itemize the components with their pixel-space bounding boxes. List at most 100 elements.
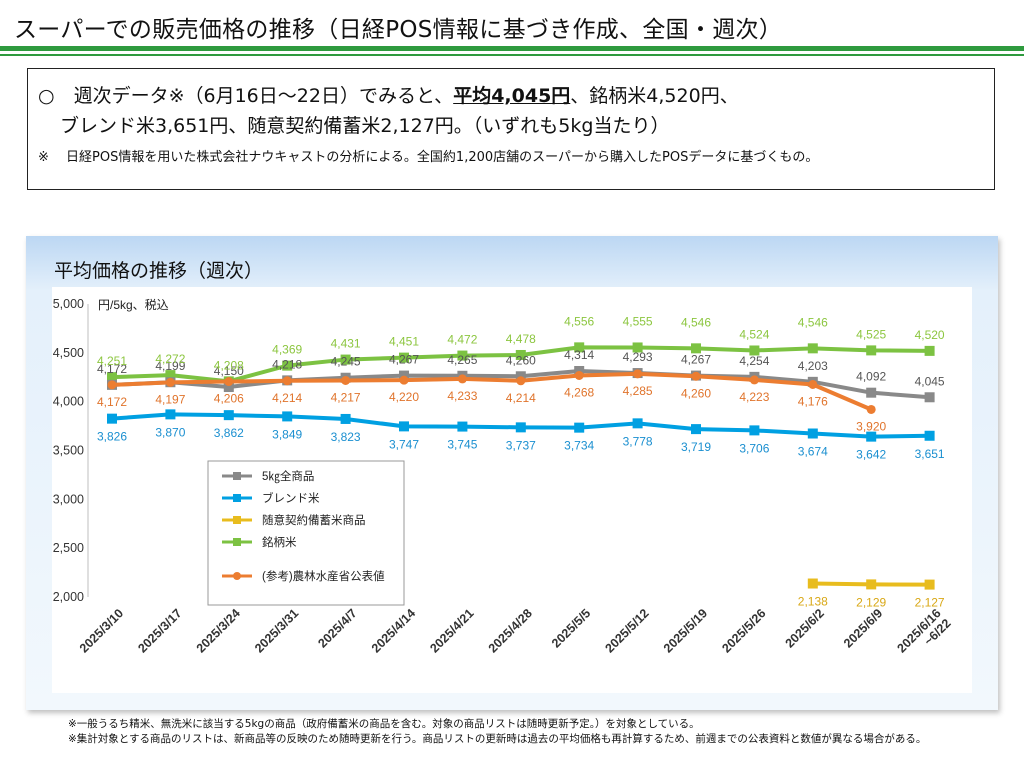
data-label-brand-rice: 4,451 [389, 335, 419, 349]
data-label-brand-rice: 4,555 [623, 314, 653, 328]
x-tick-label: 2025/5/5 [549, 606, 593, 650]
data-label-maff-reference: 4,285 [623, 384, 653, 398]
data-label-blend-rice: 3,870 [155, 425, 185, 439]
data-label-maff-reference: 4,206 [214, 392, 244, 406]
data-point-blend-rice [282, 411, 293, 422]
data-label-brand-rice: 4,369 [272, 343, 302, 357]
x-tick-label: 2025/3/10 [77, 606, 126, 655]
x-tick-label: 2025/5/26 [719, 606, 768, 655]
legend-box [207, 460, 405, 606]
data-point-brand-rice [574, 342, 585, 353]
x-tick-label: 2025/3/31 [252, 606, 301, 655]
data-point-maff-reference [574, 370, 584, 380]
data-point-maff-reference [282, 376, 292, 386]
data-label-blend-rice: 3,826 [97, 430, 127, 444]
data-point-brand-rice [632, 342, 643, 353]
data-label-all-products: 4,254 [739, 354, 769, 368]
data-point-brand-rice [691, 343, 701, 354]
data-label-blend-rice: 3,737 [506, 438, 536, 452]
data-label-brand-rice: 4,478 [506, 332, 536, 346]
data-point-maff-reference [691, 371, 701, 381]
data-label-maff-reference: 4,223 [739, 390, 769, 404]
y-tick-label: 3,000 [53, 492, 84, 506]
data-point-blend-rice [866, 431, 877, 442]
y-unit-label: 円/5kg、税込 [98, 298, 169, 312]
data-point-stockpile-rice [866, 579, 877, 590]
data-label-all-products: 4,314 [564, 348, 594, 362]
data-point-stockpile-rice [924, 579, 935, 590]
footnote-2: ※集計対象とする商品のリストは、新商品等の反映のため随時更新を行う。商品リストの… [68, 733, 927, 745]
data-label-brand-rice: 4,472 [447, 333, 477, 347]
data-point-brand-rice [807, 343, 818, 354]
data-point-blend-rice [399, 421, 409, 432]
data-label-blend-rice: 3,734 [564, 439, 594, 453]
data-point-brand-rice [924, 345, 935, 356]
y-tick-label: 4,500 [53, 346, 84, 360]
data-point-brand-rice [749, 345, 760, 356]
data-point-brand-rice [340, 354, 351, 365]
footnotes: ※一般うるち精米、無洗米に該当する5kgの商品（政府備蓄米の商品を含む。対象の商… [68, 717, 926, 747]
x-tick-label: 2025/6/16~6/22 [895, 606, 954, 665]
page-title: スーパーでの販売価格の推移（日経POS情報に基づき作成、全国・週次） [14, 17, 783, 43]
data-point-maff-reference [633, 369, 643, 379]
data-label-brand-rice: 4,546 [798, 315, 828, 329]
data-label-maff-reference: 3,920 [856, 419, 886, 433]
data-point-blend-rice [515, 422, 526, 433]
data-label-maff-reference: 4,220 [389, 390, 419, 404]
x-tick-label: 2025/4/28 [486, 606, 535, 655]
data-label-brand-rice: 4,546 [681, 315, 711, 329]
data-point-maff-reference [165, 377, 175, 387]
data-label-all-products: 4,245 [331, 355, 361, 369]
data-point-blend-rice [574, 422, 585, 433]
data-label-maff-reference: 4,197 [155, 392, 185, 406]
footnote-1: ※一般うるち精米、無洗米に該当する5kgの商品（政府備蓄米の商品を含む。対象の商… [68, 718, 700, 730]
data-point-all-products [866, 387, 877, 398]
data-point-maff-reference [516, 376, 526, 386]
x-tick-label: 2025/6/2 [783, 606, 827, 650]
summary-box: ○ 週次データ※（6月16日～22日）でみると、平均4,045円、銘柄米4,52… [27, 68, 995, 190]
y-tick-label: 2,000 [53, 590, 84, 604]
data-label-blend-rice: 3,778 [623, 434, 653, 448]
data-label-blend-rice: 3,823 [331, 430, 361, 444]
data-point-blend-rice [691, 424, 701, 435]
data-point-blend-rice [223, 410, 234, 421]
data-label-stockpile-rice: 2,138 [798, 595, 828, 609]
summary-line-1-pre: ○ 週次データ※（6月16日～22日）でみると、 [38, 85, 454, 107]
data-label-blend-rice: 3,674 [798, 445, 828, 459]
data-point-blend-rice [457, 421, 468, 432]
data-label-blend-rice: 3,719 [681, 440, 711, 454]
title-rule-thin [0, 54, 1024, 56]
data-label-brand-rice: 4,556 [564, 314, 594, 328]
data-point-maff-reference [866, 404, 876, 414]
data-point-brand-rice [107, 372, 117, 383]
data-label-maff-reference: 4,176 [798, 394, 828, 408]
data-label-all-products: 4,172 [97, 362, 127, 376]
data-label-blend-rice: 3,642 [856, 448, 886, 462]
x-tick-label: 2025/3/17 [135, 606, 184, 655]
data-point-blend-rice [749, 425, 760, 436]
y-tick-label: 4,000 [53, 395, 84, 409]
data-label-brand-rice: 4,272 [155, 352, 185, 366]
summary-note: ※ 日経POS情報を用いた株式会社ナウキャストの分析による。全国約1,200店舗の… [38, 149, 986, 167]
note-text: 日経POS情報を用いた株式会社ナウキャストの分析による。全国約1,200店舗のス… [66, 150, 819, 165]
data-point-maff-reference [107, 380, 117, 390]
legend-marker-maff-reference [233, 572, 241, 580]
legend-marker-blend-rice [233, 494, 241, 502]
data-label-brand-rice: 4,520 [915, 328, 945, 342]
data-point-blend-rice [165, 409, 176, 420]
data-label-all-products: 4,267 [681, 353, 711, 367]
legend-label-all-products: 5㎏全商品 [262, 469, 314, 483]
data-point-brand-rice [866, 345, 877, 356]
data-label-blend-rice: 3,706 [739, 441, 769, 455]
x-tick-label: 2025/6/9 [841, 606, 885, 650]
summary-line-1-post: 、銘柄米4,520円、 [570, 85, 739, 107]
data-label-brand-rice: 4,208 [214, 358, 244, 372]
data-point-brand-rice [282, 360, 293, 371]
data-point-blend-rice [924, 430, 935, 441]
data-label-all-products: 4,293 [623, 350, 653, 364]
data-label-all-products: 4,045 [915, 374, 945, 388]
data-point-brand-rice [165, 370, 176, 381]
legend-label-blend-rice: ブレンド米 [262, 491, 320, 505]
data-label-brand-rice: 4,524 [739, 327, 769, 341]
data-label-blend-rice: 3,849 [272, 427, 302, 441]
